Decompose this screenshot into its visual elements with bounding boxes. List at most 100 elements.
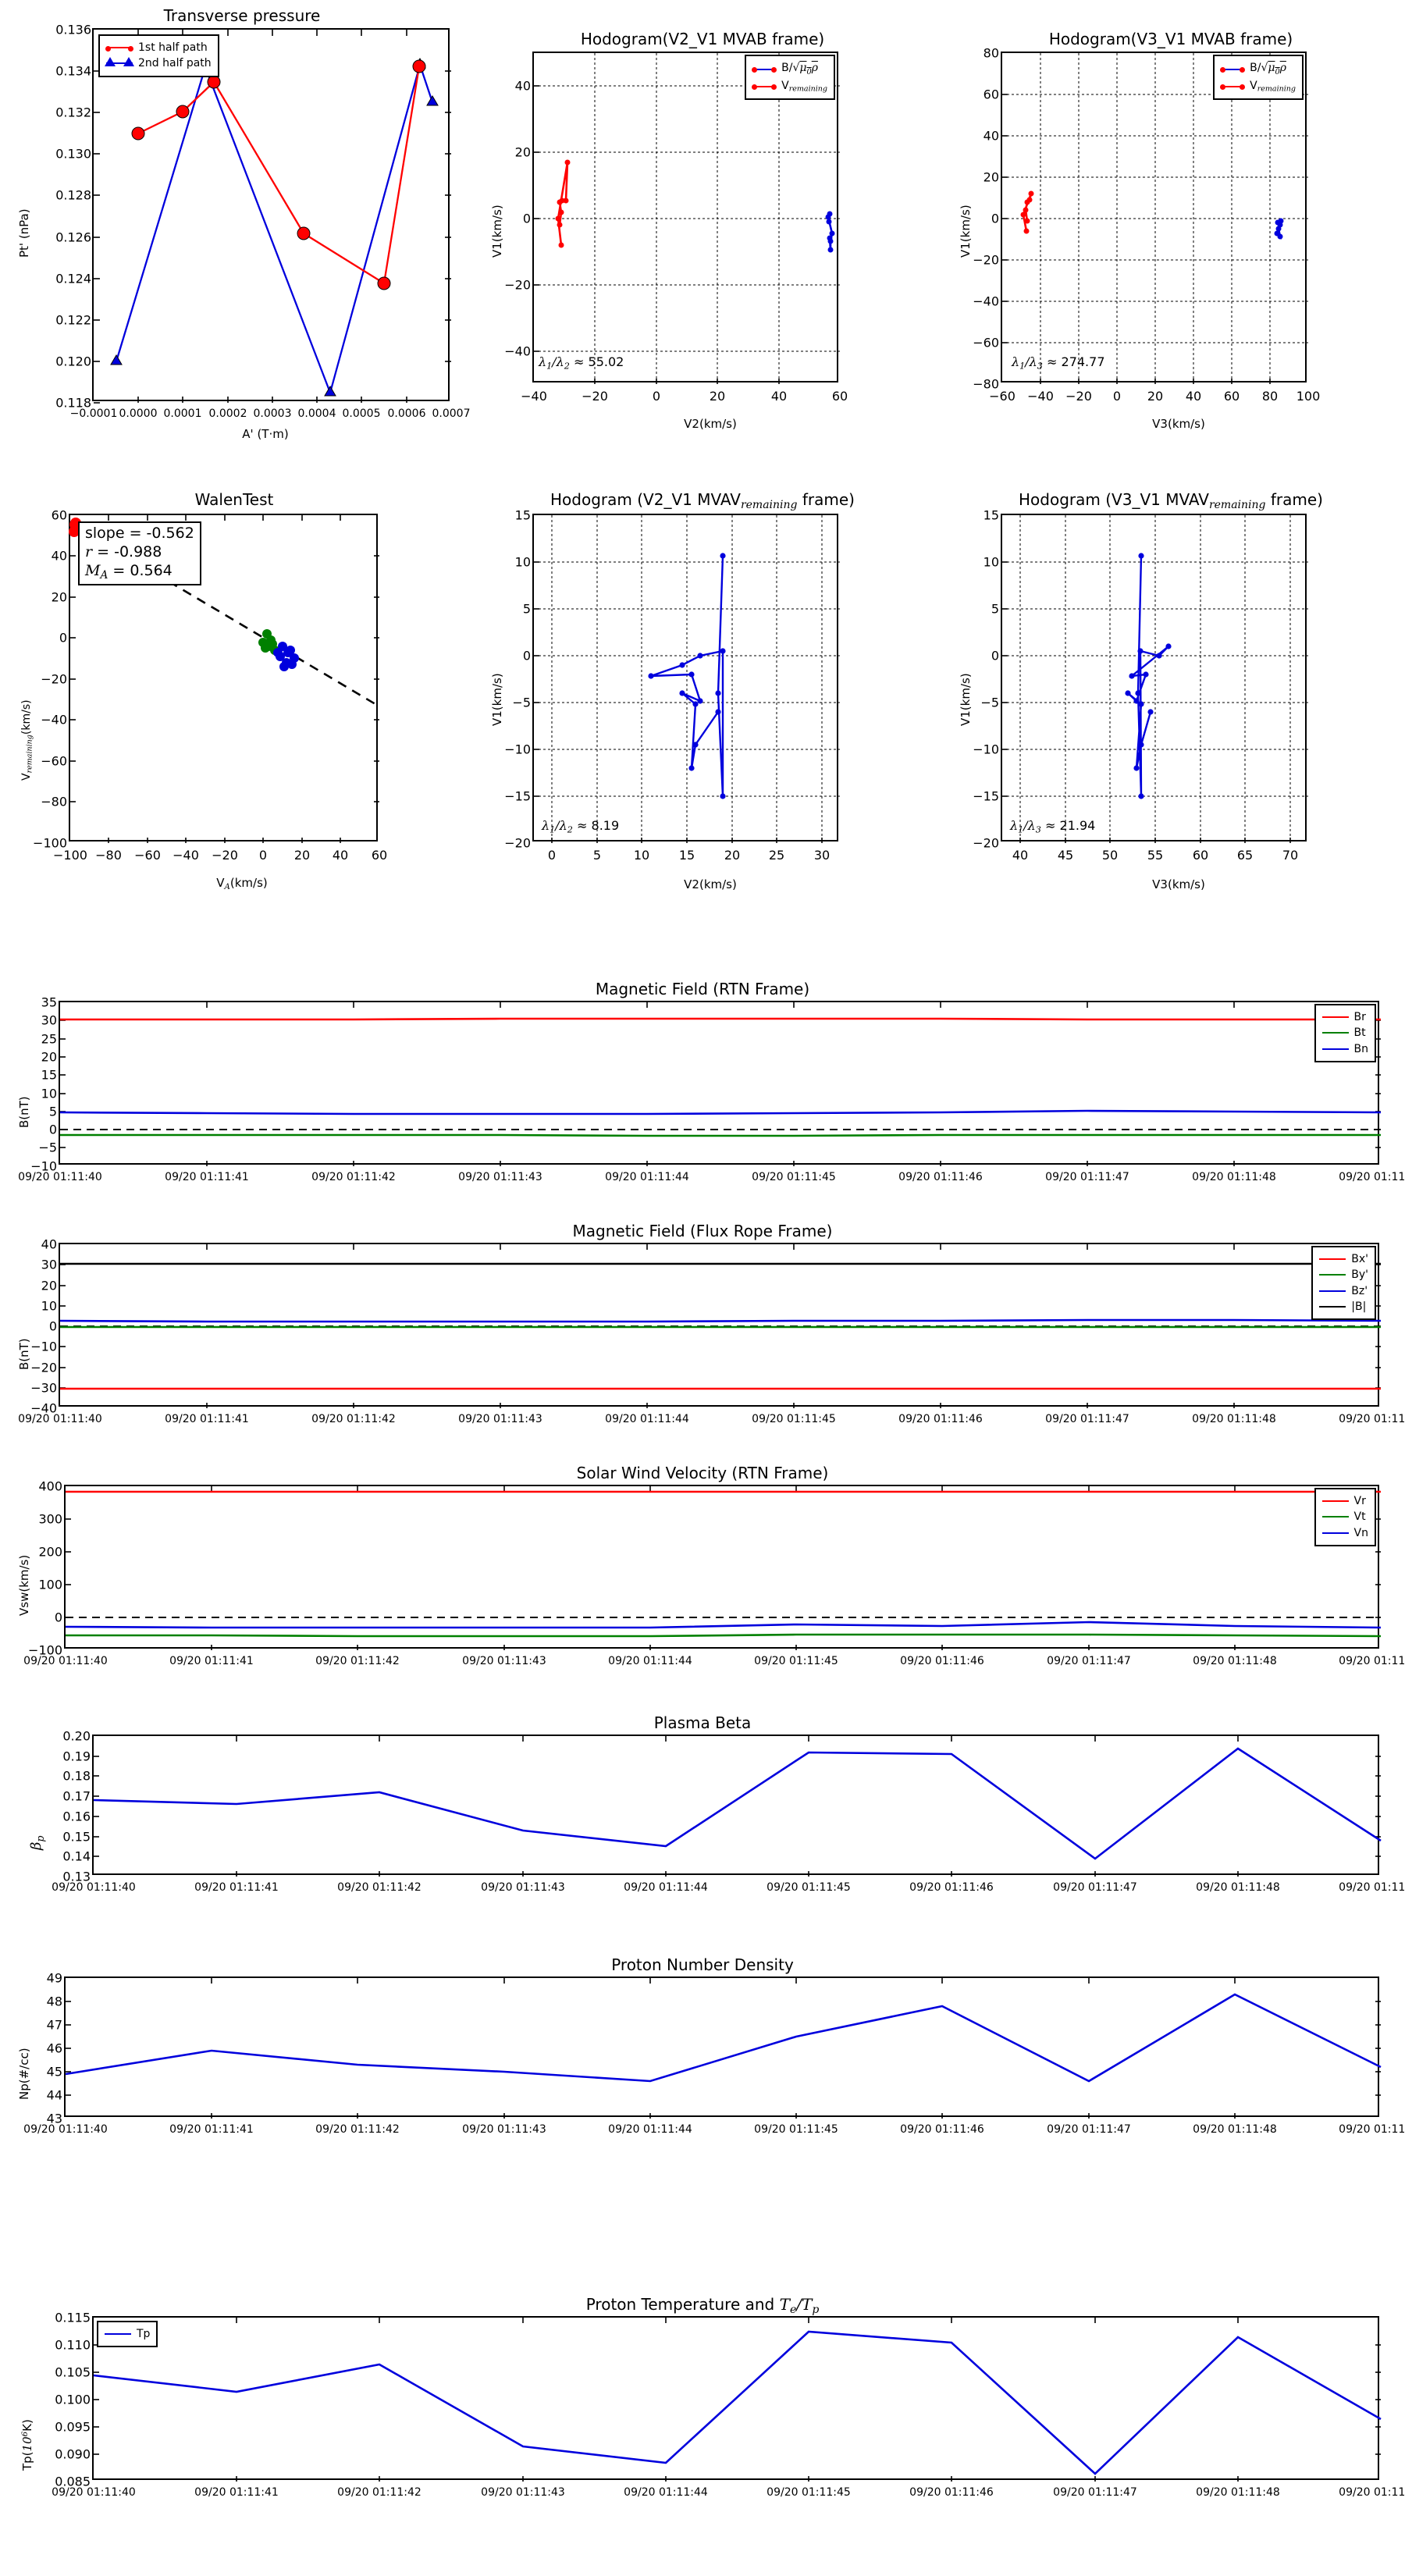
legend[interactable]: Vr Vt Vn — [1314, 1488, 1376, 1546]
panel-magnetic-field-rtn: Magnetic Field (RTN Frame) B(nT) −10 −5 … — [0, 976, 1405, 1218]
x-tick: 20 — [709, 389, 726, 404]
legend[interactable]: B/√μ0ρ Vremaining — [745, 55, 835, 101]
panel-plasma-beta: Plasma Beta βp 0.13 0.14 0.15 0.16 0.17 … — [0, 1710, 1405, 1936]
x-tick: −80 — [95, 848, 122, 863]
y-tick: 48 — [46, 1994, 62, 2009]
x-tick: 0.0007 — [432, 407, 471, 420]
x-tick: 09/20 01:11:45 — [767, 1881, 851, 1894]
y-tick: 0.19 — [62, 1749, 91, 1764]
legend-label: Vn — [1353, 1526, 1368, 1539]
plot-area: −10 −5 0 5 10 15 20 25 30 35 09/20 01:11… — [18, 995, 1405, 1184]
y-tick: 0.110 — [55, 2337, 91, 2353]
line-marker-icon — [1220, 84, 1246, 91]
y-tick: 43 — [46, 2111, 62, 2126]
legend[interactable]: 1st half path 2nd half path — [98, 34, 219, 77]
y-tick: 100 — [38, 1577, 62, 1592]
legend-label: Bn — [1353, 1042, 1368, 1055]
y-tick: 0.130 — [55, 146, 91, 162]
series-plot — [94, 30, 451, 404]
x-tick: 09/20 01:11:44 — [624, 1881, 708, 1894]
legend-label: Br — [1353, 1011, 1366, 1023]
x-tick: 80 — [1261, 389, 1279, 404]
y-tick: −20 — [504, 835, 531, 851]
x-tick: 09/20 01:11:43 — [462, 1655, 546, 1667]
x-tick: 09/20 01:11:46 — [898, 1171, 983, 1183]
x-tick: 09/20 01:11:48 — [1192, 1413, 1276, 1425]
y-tick: 0.134 — [55, 63, 91, 79]
legend-item-alfven: B/√μ0ρ — [752, 60, 827, 78]
x-tick: 0 — [258, 848, 268, 863]
x-tick: 09/20 01:11:49 — [1339, 2123, 1405, 2136]
x-tick: 09/20 01:11:42 — [311, 1413, 396, 1425]
legend[interactable]: Bx' By' Bz' |B| — [1311, 1246, 1376, 1321]
y-tick: −80 — [973, 376, 999, 392]
y-tick: 0.120 — [55, 354, 91, 369]
legend-label: Vr — [1353, 1495, 1366, 1507]
panel-proton-number-density: Proton Number Density Np(#/cc) 43 44 45 … — [0, 1952, 1405, 2178]
x-tick: 50 — [1101, 848, 1119, 863]
y-tick: 0.122 — [55, 312, 91, 328]
series-plot — [65, 1978, 1382, 2119]
x-tick: −60 — [134, 848, 161, 863]
y-tick: 0.14 — [62, 1848, 91, 1864]
x-tick: 5 — [592, 848, 602, 863]
y-tick: 5 — [48, 1104, 57, 1119]
plot-area: −100 0 100 200 300 400 09/20 01:11:40 09… — [23, 1479, 1405, 1668]
walen-slope: slope = -0.562 — [85, 525, 194, 542]
y-tick: 0.20 — [62, 1728, 91, 1744]
y-tick: −80 — [41, 794, 67, 809]
x-tick: −20 — [1065, 389, 1092, 404]
series-plot — [534, 515, 840, 843]
panel-solar-wind-velocity: Solar Wind Velocity (RTN Frame) Vsw(km/s… — [0, 1460, 1405, 1702]
panel-title: Transverse pressure — [163, 6, 321, 25]
y-tick: −15 — [973, 788, 999, 804]
panel-hodogram-v2v1-mvav: Hodogram (V2_V1 MVAVremaining frame) V1(… — [468, 468, 937, 906]
panel-hodogram-v2v1-mvab: Hodogram(V2_V1 MVAB frame) V1(km/s) V2(k… — [468, 0, 937, 445]
series-plot — [69, 515, 380, 843]
y-tick: 60 — [51, 507, 67, 523]
y-tick: 0 — [522, 211, 531, 226]
legend[interactable]: Br Bt Bn — [1314, 1004, 1376, 1062]
y-tick: 35 — [41, 994, 57, 1010]
y-tick: −10 — [30, 1158, 57, 1174]
x-tick: 09/20 01:11:44 — [624, 2486, 708, 2499]
y-tick: −40 — [41, 712, 67, 728]
legend-label: Vt — [1353, 1510, 1366, 1524]
panel-magnetic-field-fluxrope: Magnetic Field (Flux Rope Frame) B(nT) −… — [0, 1218, 1405, 1460]
x-axis-label: V3(km/s) — [1152, 417, 1205, 431]
x-tick: 09/20 01:11:40 — [52, 1881, 136, 1894]
x-tick: 40 — [332, 848, 349, 863]
series-plot — [59, 1002, 1382, 1166]
y-tick: 0.100 — [55, 2392, 91, 2407]
legend-label: 1st half path — [138, 41, 208, 54]
y-tick: −100 — [28, 1642, 62, 1658]
legend[interactable]: B/√μ0ρ Vremaining — [1213, 55, 1304, 101]
y-tick: 0.13 — [62, 1869, 91, 1884]
x-tick: 60 — [1223, 389, 1240, 404]
y-tick: 10 — [41, 1086, 57, 1101]
x-tick: 65 — [1236, 848, 1254, 863]
y-tick: −15 — [504, 788, 531, 804]
x-tick: 09/20 01:11:48 — [1196, 1881, 1280, 1894]
y-tick: 10 — [983, 554, 999, 570]
x-tick: 09/20 01:11:45 — [752, 1413, 836, 1425]
y-tick: 20 — [983, 169, 999, 185]
legend-label: Vremaining — [1250, 80, 1296, 94]
line-marker-icon — [752, 67, 777, 73]
eigenvalue-ratio-value: ≈ 274.77 — [1047, 354, 1105, 369]
series-plot — [93, 2318, 1382, 2482]
eigenvalue-ratio-value: ≈ 21.94 — [1045, 818, 1096, 833]
legend-item-vr: Vr — [1321, 1493, 1368, 1509]
y-tick: 15 — [983, 507, 999, 523]
y-tick: 0 — [48, 1318, 57, 1334]
y-tick: 0 — [48, 1122, 57, 1137]
y-tick: 0.095 — [55, 2419, 91, 2435]
legend-item-tp: Tp — [105, 2326, 150, 2342]
x-tick: 09/20 01:11:48 — [1193, 1655, 1277, 1667]
x-tick: 09/20 01:11:45 — [767, 2486, 851, 2499]
plot-area: 0.13 0.14 0.15 0.16 0.17 0.18 0.19 0.20 … — [52, 1729, 1405, 1895]
x-tick: 09/20 01:11:40 — [23, 1655, 108, 1667]
y-tick: 40 — [983, 128, 999, 144]
y-tick: 5 — [991, 601, 999, 617]
legend[interactable]: Tp — [97, 2321, 158, 2348]
